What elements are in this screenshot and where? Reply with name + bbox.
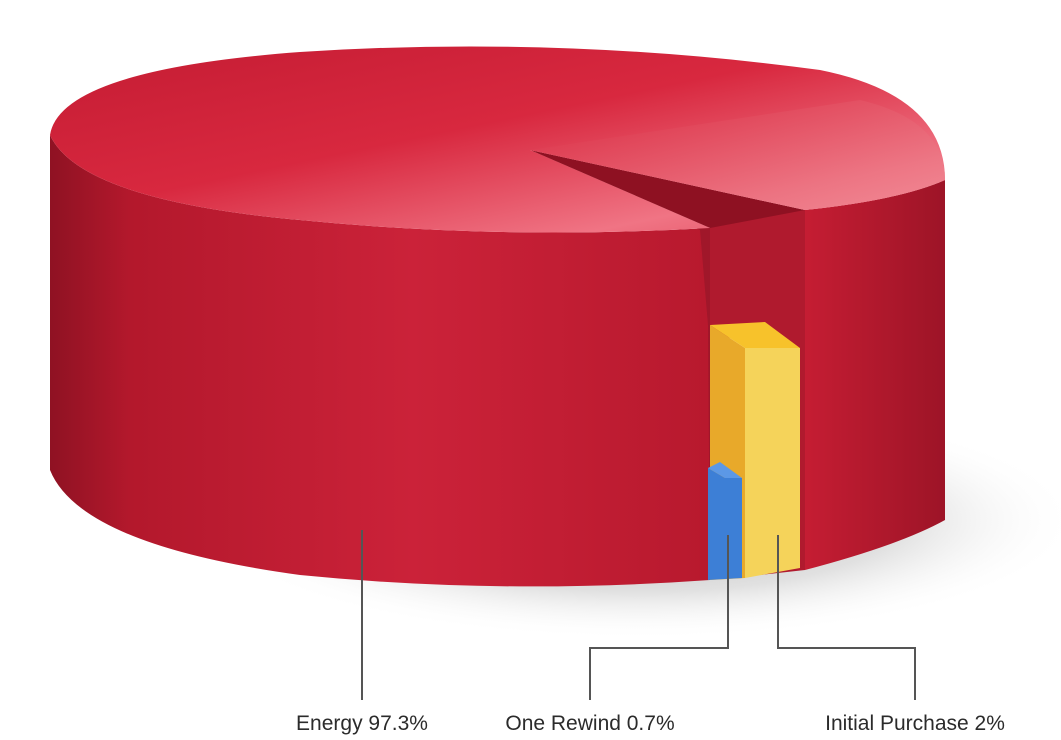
- pie-slice-cut-wall: [530, 150, 805, 345]
- pie-slice-energy-side: [50, 135, 710, 587]
- label-energy: Energy 97.3%: [296, 712, 428, 735]
- leader-line-one-rewind: [589, 535, 729, 700]
- pie-slice-energy-top-wedge: [530, 100, 945, 210]
- leader-lines: [361, 530, 916, 700]
- label-initial-purchase: Initial Purchase 2%: [825, 712, 1005, 735]
- pie-slice-energy-right-side: [805, 180, 945, 570]
- label-one-rewind: One Rewind 0.7%: [505, 712, 674, 735]
- leader-line-initial-purchase: [777, 535, 916, 700]
- pie-slice-one-rewind: [708, 462, 742, 580]
